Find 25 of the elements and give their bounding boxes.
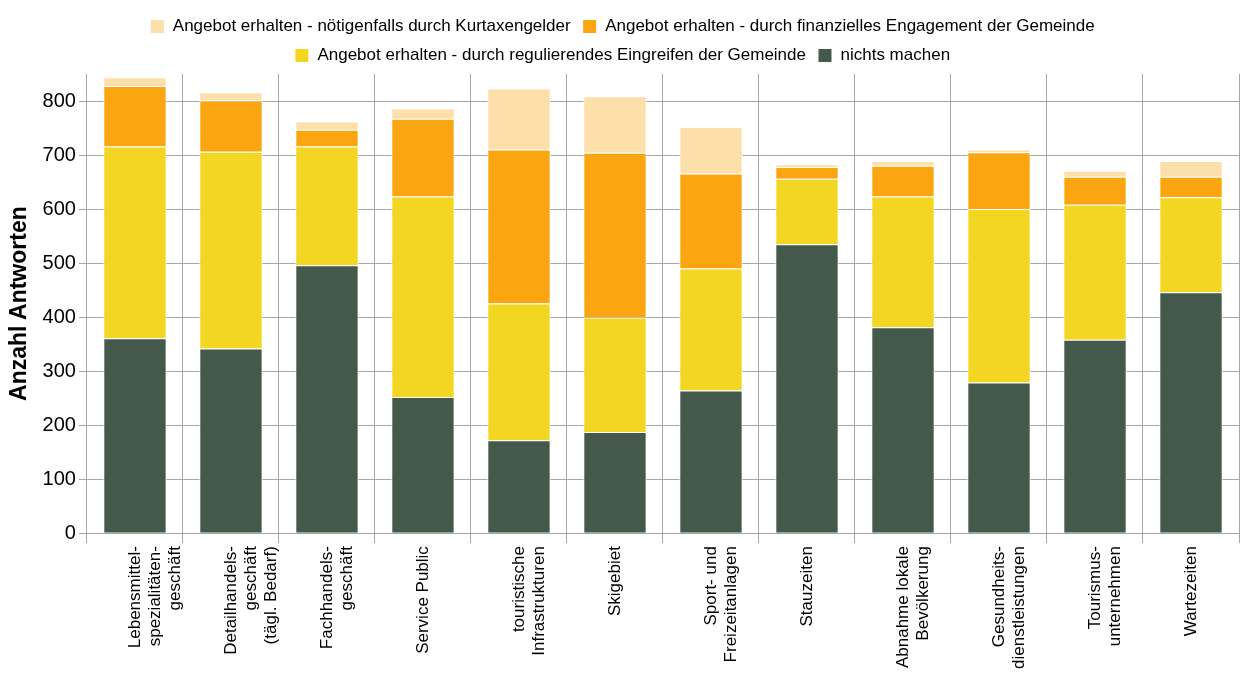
x-tick-label: Fachhandels-geschäft xyxy=(316,545,357,650)
y-axis-title: Anzahl Antworten xyxy=(5,206,32,401)
y-tick-label: 0 xyxy=(64,520,76,543)
x-tick-label: Wartezeiten xyxy=(1180,546,1200,637)
x-tick-label: Lebensmittel-spezialitäten-geschäft xyxy=(124,545,185,649)
legend-label: Angebot erhalten - durch regulierendes Eingreifen der Gemeinde xyxy=(317,45,806,65)
x-tick-label: Stauzeiten xyxy=(796,546,816,627)
y-tick-label: 100 xyxy=(42,466,76,489)
legend-label: Angebot erhalten - nötigenfalls durch Kurtaxengelder xyxy=(172,16,572,36)
x-tick-label: Detailhandels-geschäft (tägl. Bedarf) xyxy=(220,545,281,655)
y-tick-label: 800 xyxy=(42,88,76,111)
y-tick-label: 700 xyxy=(42,142,76,165)
x-tick-label: Service Public xyxy=(412,545,432,654)
y-tick-label: 300 xyxy=(42,358,76,381)
x-tick-label: Sport- und Freizeitanlagen xyxy=(700,546,741,663)
y-tick-label: 600 xyxy=(42,196,76,219)
legend-label: Angebot erhalten - durch finanzielles Engagement der Gemeinde xyxy=(605,16,1095,36)
y-tick-label: 400 xyxy=(42,304,76,327)
x-tick-label: Gesundheits-dienstleistungen xyxy=(988,546,1029,670)
x-tick-label: touristische Infrastrukturen xyxy=(508,546,549,656)
x-tick-label: Abnahme lokale Bevölkerung xyxy=(892,546,933,669)
y-tick-label: 500 xyxy=(42,250,76,273)
y-tick-label: 200 xyxy=(42,412,76,435)
legend-label: nichts machen xyxy=(840,45,951,65)
x-tick-label: Skigebiet xyxy=(604,545,624,617)
